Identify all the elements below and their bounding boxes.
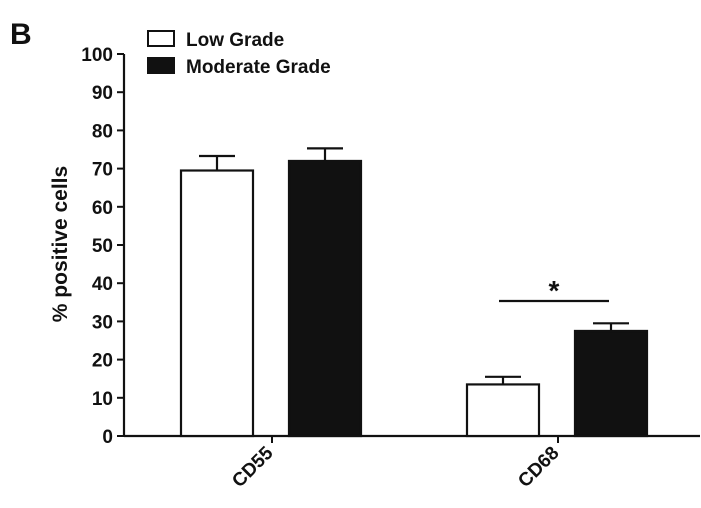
significance-marker: * bbox=[549, 275, 560, 306]
y-tick-label: 50 bbox=[92, 236, 113, 257]
y-tick-label: 60 bbox=[92, 198, 113, 219]
bar-low-grade-cd55 bbox=[179, 169, 255, 438]
legend: Low Grade Moderate Grade bbox=[147, 30, 331, 78]
panel-label: B bbox=[10, 18, 32, 51]
legend-swatch-low-grade bbox=[147, 30, 175, 47]
y-tick-label: 100 bbox=[81, 45, 113, 66]
x-tick-label-cd68: CD68 bbox=[514, 443, 563, 492]
legend-label-moderate-grade: Moderate Grade bbox=[186, 57, 331, 78]
bar-moderate-grade-cd55 bbox=[287, 159, 363, 438]
y-tick-label: 0 bbox=[102, 427, 113, 448]
y-axis-label: % positive cells bbox=[49, 166, 72, 322]
y-tick-label: 90 bbox=[92, 83, 113, 104]
bar-moderate-grade-cd68 bbox=[573, 329, 649, 438]
y-tick-label: 80 bbox=[92, 121, 113, 142]
legend-swatch-moderate-grade bbox=[147, 57, 175, 74]
bar-low-grade-cd68 bbox=[465, 383, 541, 438]
y-tick-label: 10 bbox=[92, 389, 113, 410]
y-axis: 0 10 20 30 40 50 60 70 80 90 100 bbox=[81, 45, 126, 448]
significance-annotations: * bbox=[499, 275, 609, 306]
bars bbox=[179, 159, 649, 438]
y-tick-label: 30 bbox=[92, 312, 113, 333]
x-axis: CD55 CD68 bbox=[124, 434, 700, 492]
y-tick-label: 40 bbox=[92, 274, 113, 295]
y-tick-label: 20 bbox=[92, 351, 113, 372]
legend-label-low-grade: Low Grade bbox=[186, 30, 284, 51]
error-bars bbox=[199, 147, 629, 385]
x-tick-label-cd55: CD55 bbox=[228, 442, 278, 492]
y-tick-label: 70 bbox=[92, 160, 113, 181]
